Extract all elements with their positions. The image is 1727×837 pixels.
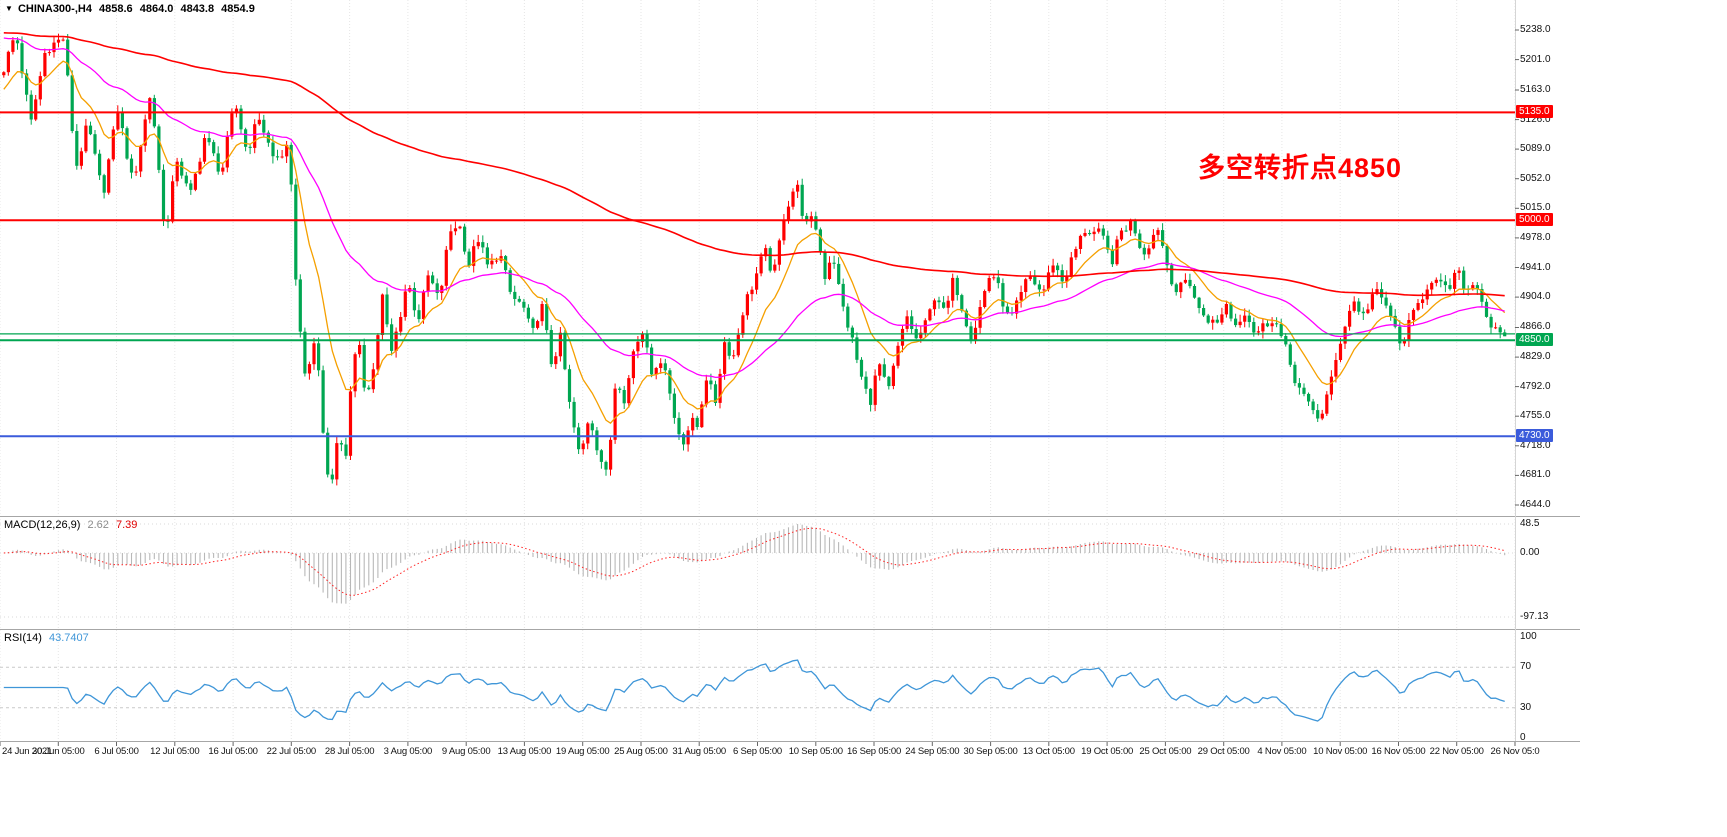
macd-signal-value: 7.39 [115, 519, 138, 531]
time-tick-label: 30 Sep 05:00 [963, 746, 1018, 757]
time-scale[interactable]: 24 Jun 2021 30 Jun 05:00 6 Jul 05:00 12 Jul… [0, 742, 1580, 764]
price-tick-label: 4644.0 [1520, 499, 1551, 510]
time-tick-label: 3 Aug 05:00 [383, 746, 433, 757]
price-tick-label: 5238.0 [1520, 24, 1551, 35]
price-tick-label: 4866.0 [1520, 321, 1551, 333]
time-tick-label: 16 Nov 05:00 [1371, 746, 1426, 757]
time-tick-label: 29 Oct 05:00 [1197, 746, 1250, 757]
rsi-scale-label: 30 [1520, 701, 1532, 713]
price-tick-label: 4792.0 [1520, 380, 1551, 392]
macd-scale-label: 0.00 [1520, 547, 1540, 558]
time-tick-label: 6 Sep 05:00 [732, 746, 783, 757]
price-scale[interactable]: 5238.0 5201.0 5163.0 5126.0 5089.0 5052.0 5015… [1515, 0, 1580, 764]
macd-main-value: 2.62 [87, 519, 109, 531]
time-tick-label: 22 Jul 05:00 [266, 746, 317, 757]
rsi-indicator-label: RSI(14) 43.7407 [4, 632, 93, 644]
price-tick-label: 5201.0 [1520, 53, 1551, 65]
symbol-dropdown-arrow-icon[interactable]: ▼ [5, 4, 13, 13]
time-tick-label: 16 Jul 05:00 [208, 746, 258, 757]
price-level-tag: 4850.0 [1516, 333, 1553, 347]
price-tick-label: 5052.0 [1520, 172, 1551, 184]
time-tick-label: 28 Jul 05:00 [324, 746, 375, 757]
macd-indicator-label: MACD(12,26,9) 2.62 7.39 [4, 519, 141, 531]
time-tick-label: 10 Nov 05:00 [1313, 746, 1368, 757]
macd-scale-label: 48.5 [1520, 518, 1540, 529]
price-tick-label: 5126.0 [1520, 113, 1551, 125]
rsi-name: RSI(14) [4, 632, 42, 644]
price-tick-label: 5015.0 [1520, 202, 1551, 214]
time-tick-label: 12 Jul 05:00 [150, 746, 200, 757]
time-tick-label: 25 Aug 05:00 [614, 746, 668, 757]
time-tick-label: 13 Aug 05:00 [497, 746, 552, 757]
price-tick-label: 4681.0 [1520, 469, 1551, 481]
price-tick-label: 4904.0 [1520, 291, 1551, 303]
time-tick-label: 10 Sep 05:00 [788, 746, 843, 757]
time-tick-label: 13 Oct 05:00 [1022, 746, 1075, 757]
price-level-tag: 4730.0 [1516, 429, 1553, 443]
price-tick-label: 4978.0 [1520, 231, 1551, 243]
price-tick-label: 5089.0 [1520, 143, 1551, 155]
price-tick-label: 4718.0 [1520, 439, 1551, 451]
time-tick-label: 16 Sep 05:00 [846, 746, 902, 757]
time-tick-label: 4 Nov 05:00 [1257, 746, 1307, 757]
rsi-value: 43.7407 [48, 632, 89, 644]
rsi-scale-label: 70 [1520, 661, 1532, 673]
macd-scale-label: -97.13 [1520, 611, 1549, 622]
price-tick-label: 4829.0 [1520, 351, 1551, 363]
chart-area: ▼ CHINA300-,H4 4858.6 4864.0 4843.8 4854… [0, 0, 1580, 764]
ohlc-high-value: 4864.0 [139, 3, 174, 15]
time-tick-label: 19 Aug 05:00 [555, 746, 610, 757]
time-tick-label: 19 Oct 05:00 [1081, 746, 1134, 757]
macd-name: MACD(12,26,9) [4, 519, 81, 531]
time-tick-label: 22 Nov 05:00 [1429, 746, 1484, 757]
price-level-tag: 5000.0 [1516, 213, 1553, 227]
chart-annotation-text: 多空转折点4850 [1198, 153, 1403, 183]
time-tick-label: 24 Sep 05:00 [905, 746, 960, 757]
rsi-scale-label: 100 [1520, 631, 1537, 642]
price-level-tag: 5135.0 [1516, 105, 1553, 119]
ohlc-open-value: 4858.6 [99, 3, 133, 15]
time-tick-label: 26 Nov 05:0 [1490, 746, 1540, 757]
time-tick-label: 9 Aug 05:00 [441, 746, 491, 757]
symbol-ohlc-header: ▼ CHINA300-,H4 4858.6 4864.0 4843.8 4854… [5, 3, 259, 15]
ohlc-low-value: 4843.8 [180, 3, 215, 15]
time-tick-label: 25 Oct 05:00 [1139, 746, 1192, 757]
price-tick-label: 4755.0 [1520, 410, 1551, 422]
time-tick-label: 30 Jun 05:00 [31, 746, 85, 757]
price-tick-label: 5163.0 [1520, 83, 1551, 95]
time-tick-label: 24 Jun 2021 [2, 746, 53, 757]
time-tick-label: 31 Aug 05:00 [672, 746, 727, 757]
time-tick-label: 6 Jul 05:00 [94, 746, 139, 757]
chart-canvas[interactable] [0, 0, 1580, 764]
price-tick-label: 4941.0 [1520, 261, 1551, 273]
rsi-scale-label: 0 [1520, 732, 1526, 743]
symbol-period-label: CHINA300-,H4 [17, 3, 92, 15]
ohlc-close-value: 4854.9 [221, 3, 255, 15]
